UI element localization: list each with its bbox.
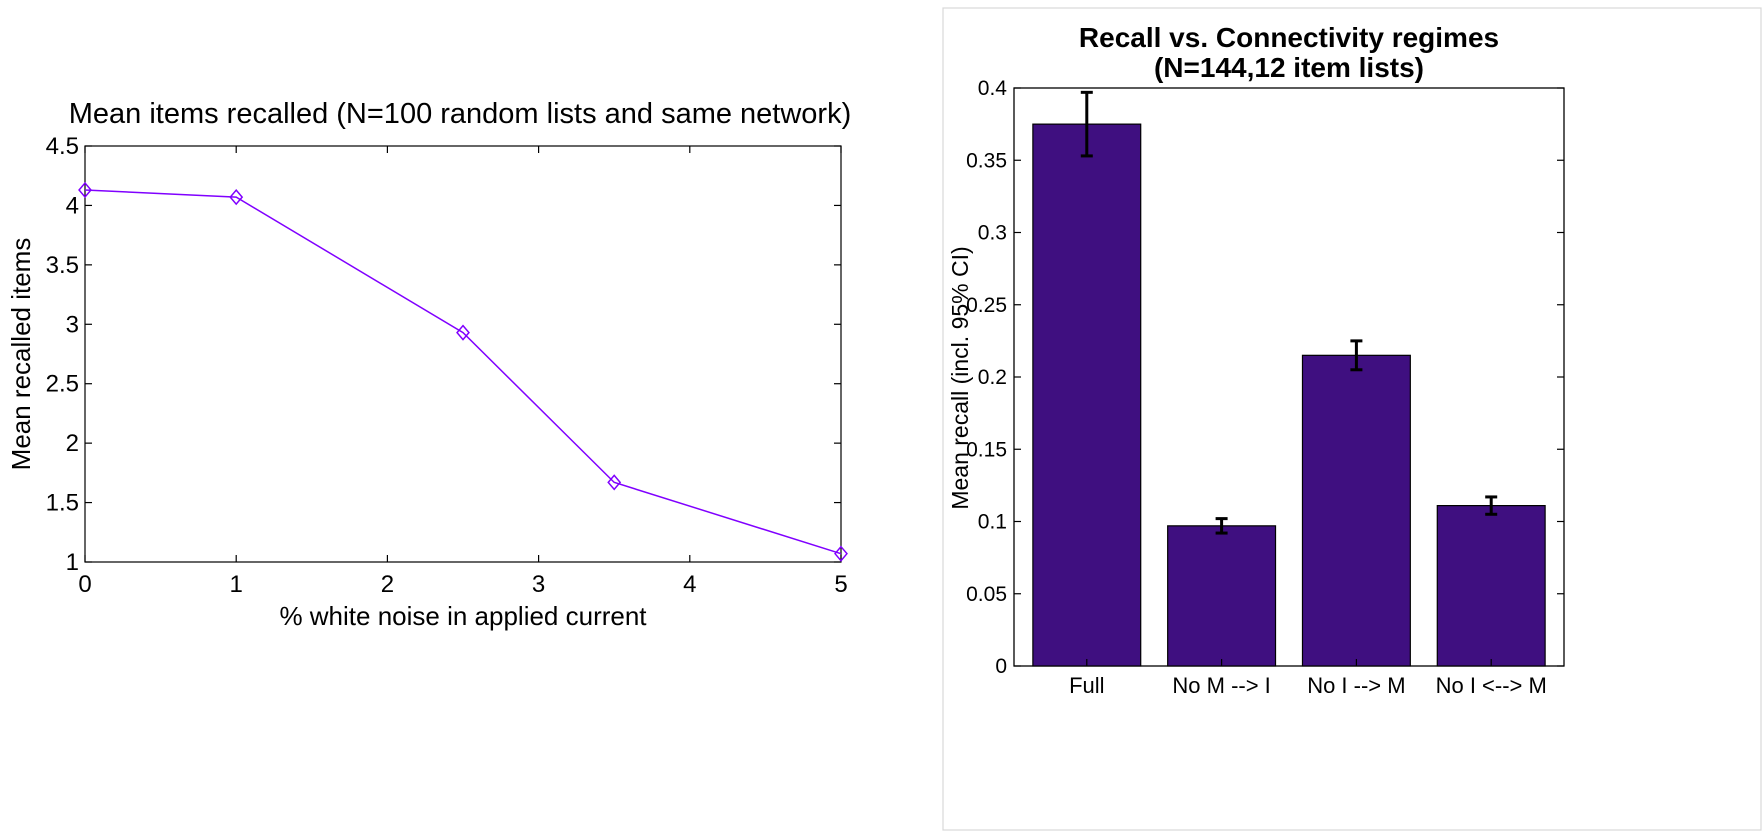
bar-series bbox=[1032, 90, 1546, 667]
bar bbox=[1301, 354, 1411, 667]
line-y-tick-label: 4.5 bbox=[46, 133, 79, 160]
bar-chart-subtitle: (N=144,12 item lists) bbox=[1154, 52, 1424, 83]
bar-category-label: No I --> M bbox=[1307, 673, 1405, 698]
line-series-path bbox=[84, 189, 842, 555]
line-chart-title: Mean items recalled (N=100 random lists … bbox=[69, 98, 852, 130]
line-chart: Mean items recalled (N=100 random lists … bbox=[6, 98, 851, 631]
line-y-tick-label: 2.5 bbox=[46, 371, 79, 398]
line-x-axis: 0 1 2 3 4 5 bbox=[78, 146, 848, 598]
line-y-tick-label: 4 bbox=[66, 192, 79, 219]
line-x-tick-label: 4 bbox=[683, 571, 696, 598]
bar-category-label: Full bbox=[1069, 673, 1104, 698]
bar-x-axis: Full No M --> I No I --> M No I <--> M bbox=[1069, 659, 1547, 698]
line-y-tick-label: 3.5 bbox=[46, 252, 79, 279]
bar-y-tick-label: 0.15 bbox=[966, 438, 1007, 461]
line-series bbox=[78, 181, 848, 562]
bar bbox=[1032, 123, 1142, 667]
bar-chart-title: Recall vs. Connectivity regimes bbox=[1079, 22, 1499, 53]
line-data-point bbox=[456, 324, 470, 341]
line-y-tick-label: 2 bbox=[66, 430, 79, 457]
bar-category-label: No M --> I bbox=[1172, 673, 1270, 698]
line-x-tick-label: 2 bbox=[381, 571, 394, 598]
line-data-point bbox=[78, 181, 92, 199]
bar-y-tick-label: 0.1 bbox=[978, 511, 1007, 534]
line-x-tick-label: 0 bbox=[78, 571, 91, 598]
bar-y-tick-label: 0.3 bbox=[978, 222, 1007, 245]
bar bbox=[1436, 505, 1546, 667]
line-x-axis-label: % white noise in applied current bbox=[279, 601, 647, 631]
line-data-point bbox=[834, 545, 848, 562]
bar-y-tick-label: 0.2 bbox=[978, 366, 1007, 389]
bar-chart-panel-border bbox=[942, 7, 1762, 831]
bar-y-axis: 0 0.05 0.1 0.15 0.2 0.25 0.3 0.35 0.4 bbox=[966, 77, 1564, 678]
line-y-tick-label: 1.5 bbox=[46, 490, 79, 517]
line-y-axis-label: Mean recalled items bbox=[6, 238, 36, 471]
bar-category-label: No I <--> M bbox=[1436, 673, 1547, 698]
bar-y-tick-label: 0.05 bbox=[966, 583, 1007, 606]
bar-y-tick-label: 0.4 bbox=[978, 77, 1008, 100]
line-x-tick-label: 5 bbox=[834, 571, 847, 598]
bar bbox=[1167, 525, 1277, 667]
line-y-tick-label: 1 bbox=[66, 549, 79, 576]
line-x-tick-label: 1 bbox=[230, 571, 243, 598]
bar-y-axis-label: Mean recall (incl. 95% CI) bbox=[947, 246, 973, 509]
line-plot-area bbox=[84, 145, 842, 563]
line-y-axis: 1 1.5 2 2.5 3 3.5 4 4.5 bbox=[46, 133, 841, 576]
bar-y-tick-label: 0 bbox=[995, 655, 1007, 678]
line-data-point bbox=[607, 474, 622, 491]
line-x-tick-label: 3 bbox=[532, 571, 545, 598]
bar-y-tick-label: 0.25 bbox=[966, 294, 1007, 317]
bar-chart: Recall vs. Connectivity regimes (N=144,1… bbox=[942, 7, 1762, 831]
line-data-point bbox=[229, 188, 244, 206]
line-y-tick-label: 3 bbox=[66, 311, 79, 338]
bar-y-tick-label: 0.35 bbox=[966, 149, 1007, 172]
